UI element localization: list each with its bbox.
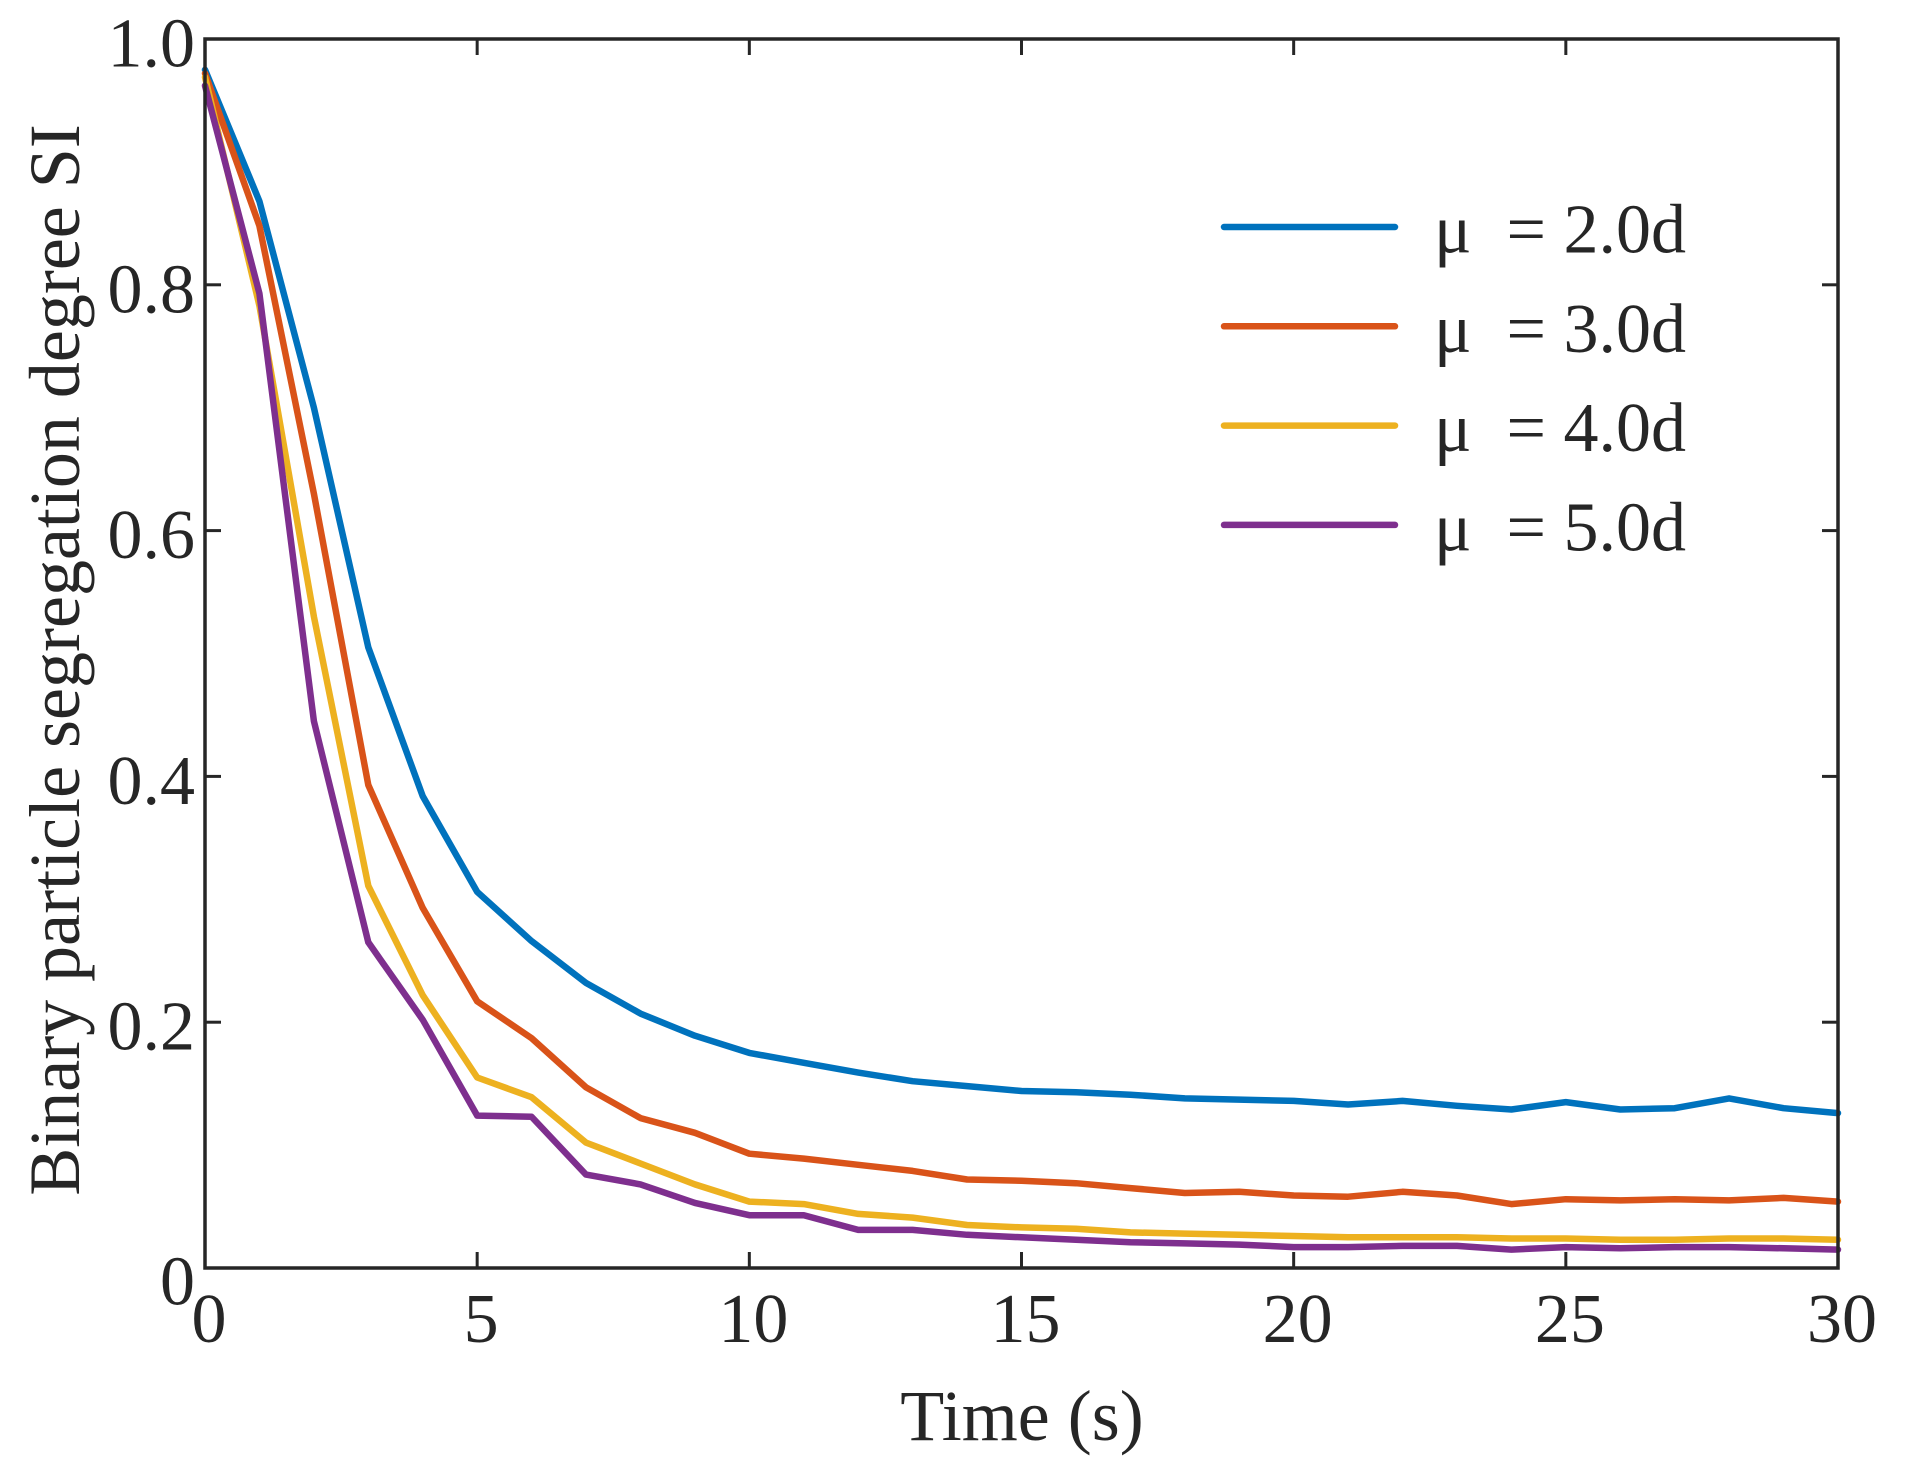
x-tick-label: 15: [991, 1281, 1061, 1358]
legend-label: μ = 4.0d: [1434, 390, 1686, 467]
legend-label: μ = 3.0d: [1434, 291, 1686, 368]
series-layer: [201, 66, 1842, 1253]
y-tick-label: 0.8: [108, 251, 196, 328]
legend-label: μ = 2.0d: [1434, 192, 1686, 269]
legend-item: μ = 3.0d: [1220, 291, 1686, 368]
ticks-layer: [203, 37, 1840, 1270]
x-tick-label: 5: [464, 1281, 499, 1358]
x-axis-label: Time (s): [900, 1376, 1143, 1456]
tick-labels-layer: 0 5 10 15 20 25 30 0 0.2 0.4 0.6 0.8 1.0: [108, 6, 1878, 1359]
y-tick-label: 0.6: [108, 497, 196, 574]
x-tick-label: 20: [1263, 1281, 1333, 1358]
series-line-5-0d: [201, 82, 1842, 1253]
series-line-3-0d: [201, 70, 1842, 1208]
x-tick-label: 10: [718, 1281, 788, 1358]
y-axis-label: Binary particle segregation degree SI: [15, 124, 95, 1196]
y-tick-label: 0: [160, 1244, 195, 1321]
x-tick-label: 25: [1535, 1281, 1605, 1358]
y-tick-label: 1.0: [108, 6, 196, 83]
y-tick-label: 0.2: [108, 989, 196, 1066]
legend-item: μ = 5.0d: [1220, 489, 1686, 566]
legend-item: μ = 2.0d: [1220, 192, 1686, 269]
legend-label: μ = 5.0d: [1434, 489, 1686, 566]
legend-item: μ = 4.0d: [1220, 390, 1686, 467]
x-tick-label: 30: [1807, 1281, 1877, 1358]
y-tick-label: 0.4: [108, 743, 196, 820]
legend: μ = 2.0d μ = 3.0d μ = 4.0d μ = 5.0d: [1220, 192, 1686, 566]
series-line-2-0d: [201, 66, 1842, 1117]
series-line-4-0d: [201, 73, 1842, 1243]
x-tick-label: 0: [192, 1281, 227, 1358]
